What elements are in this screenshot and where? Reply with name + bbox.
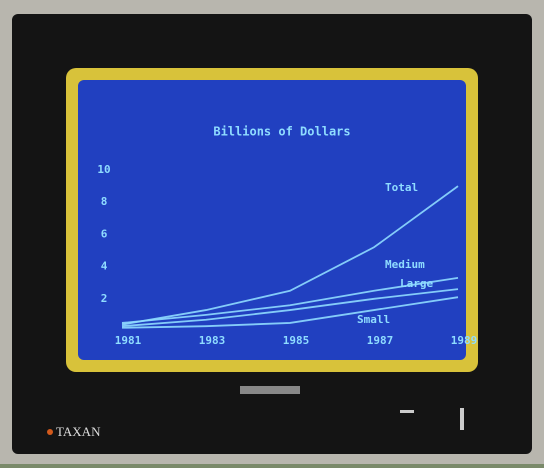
x-tick-label: 1987 bbox=[367, 334, 394, 347]
control bbox=[460, 408, 464, 430]
y-tick-label: 6 bbox=[101, 227, 108, 240]
series-line bbox=[121, 288, 459, 328]
series-label: Large bbox=[400, 277, 433, 290]
series-label: Medium bbox=[385, 258, 425, 271]
chart-title: Billions of Dollars bbox=[213, 125, 350, 139]
x-tick-label: 1985 bbox=[283, 334, 310, 347]
x-tick-label: 1983 bbox=[199, 334, 226, 347]
brand: TAXAN bbox=[56, 424, 101, 439]
control bbox=[400, 410, 414, 413]
series-label: Small bbox=[357, 313, 390, 326]
x-tick-label: 1989 bbox=[451, 334, 478, 347]
logo-badge bbox=[240, 386, 300, 394]
screen bbox=[78, 80, 466, 360]
brand-dot bbox=[47, 429, 53, 435]
series-line bbox=[121, 185, 459, 326]
y-tick-label: 4 bbox=[101, 260, 108, 273]
series-line bbox=[121, 296, 459, 329]
y-tick-label: 10 bbox=[97, 163, 110, 176]
series-label: Total bbox=[385, 181, 418, 194]
y-tick-label: 2 bbox=[101, 292, 108, 305]
x-tick-label: 1981 bbox=[115, 334, 142, 347]
series-line bbox=[121, 276, 459, 324]
y-tick-label: 8 bbox=[101, 195, 108, 208]
